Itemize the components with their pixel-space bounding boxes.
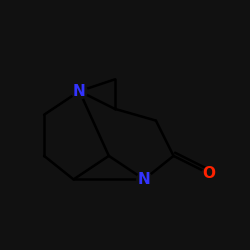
Text: O: O [202, 166, 215, 181]
Text: N: N [73, 84, 86, 99]
Text: N: N [138, 172, 150, 187]
